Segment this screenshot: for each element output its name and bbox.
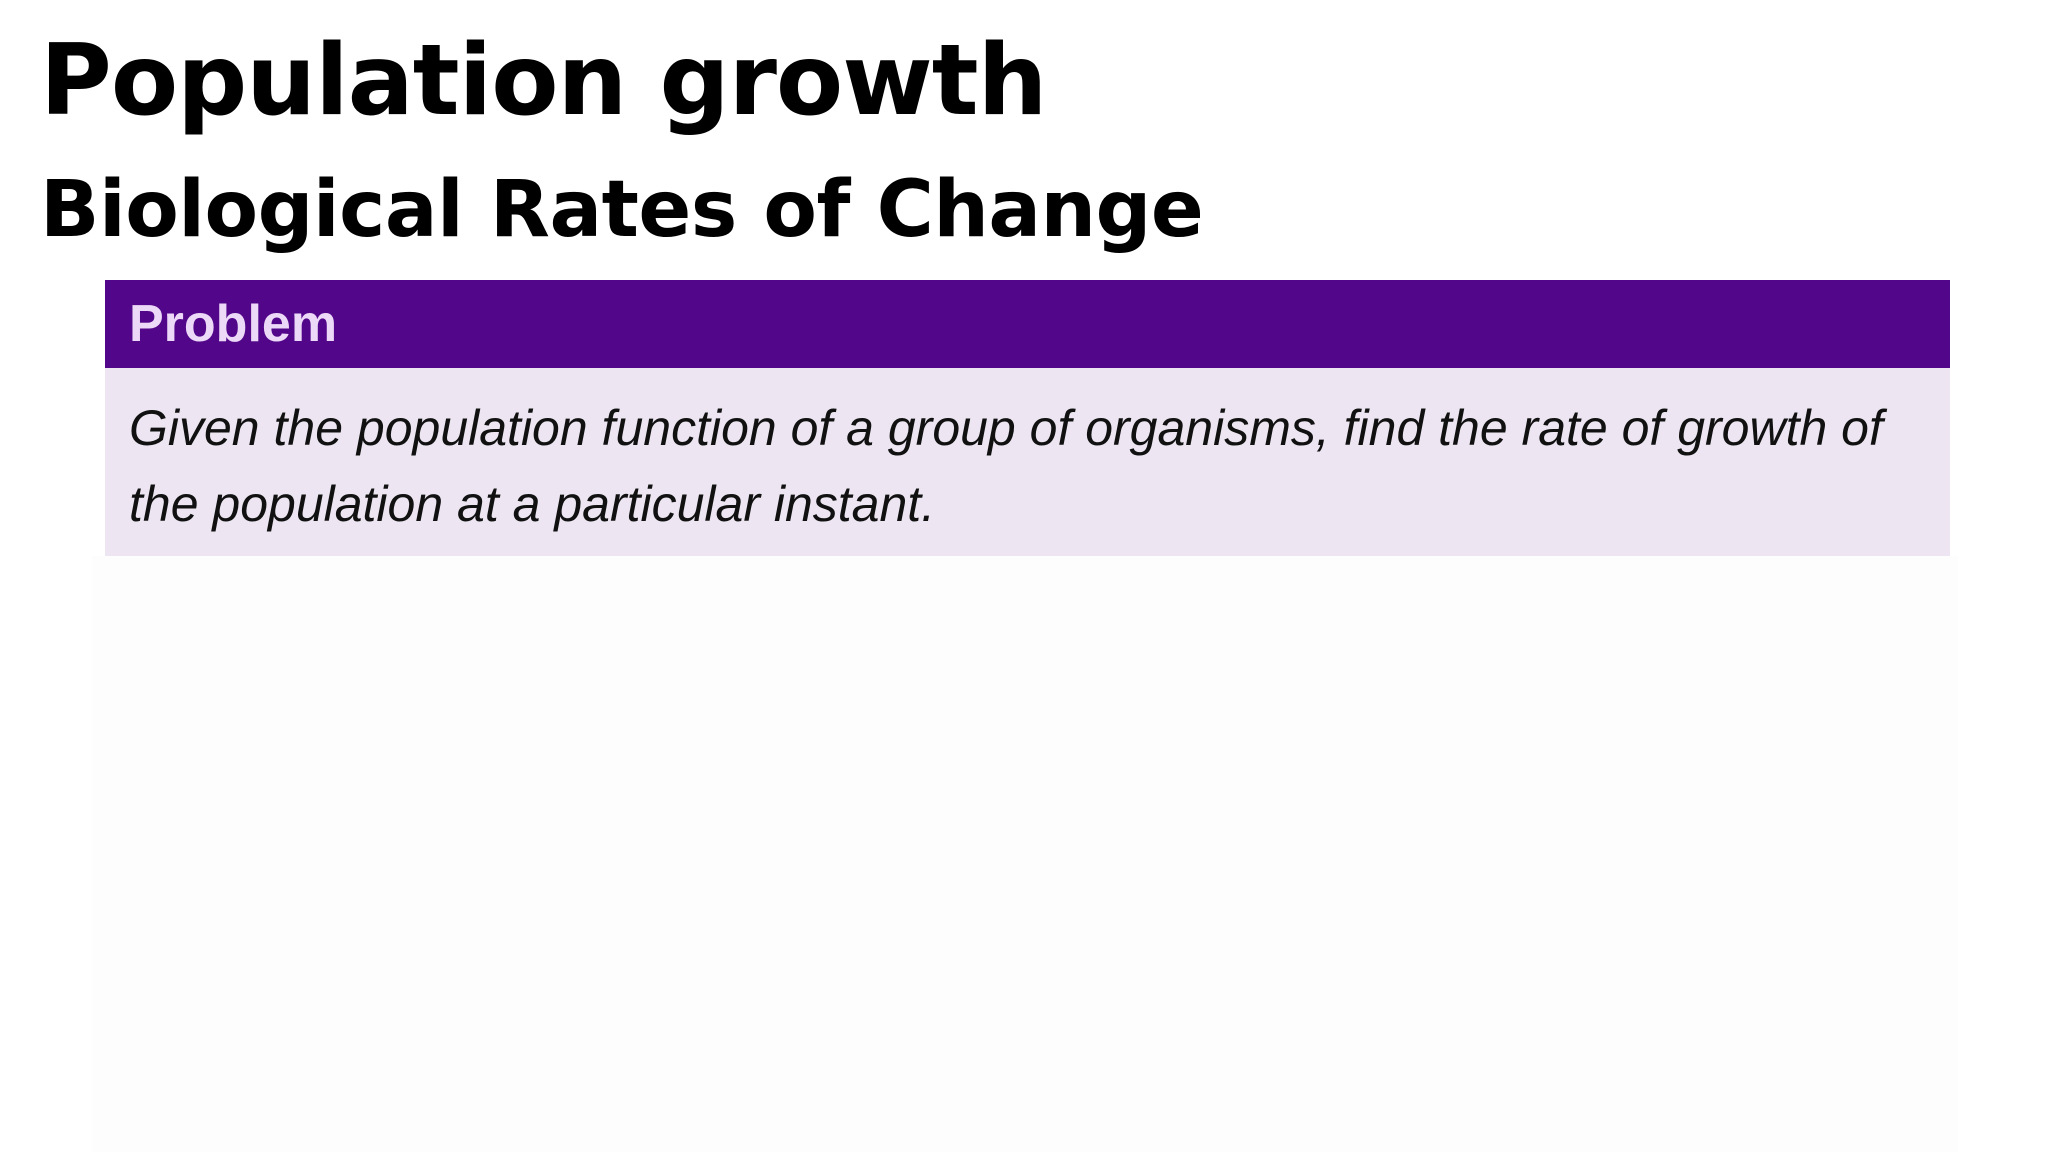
problem-header: Problem [105,280,1950,368]
problem-header-label: Problem [129,295,338,353]
problem-box: Problem Given the population function of… [105,280,1950,556]
problem-body: Given the population function of a group… [105,368,1950,556]
slide-title: Population growth [40,24,1047,138]
content-area [92,556,1958,1152]
slide-subtitle: Biological Rates of Change [40,165,1204,255]
problem-text: Given the population function of a group… [129,400,1883,532]
